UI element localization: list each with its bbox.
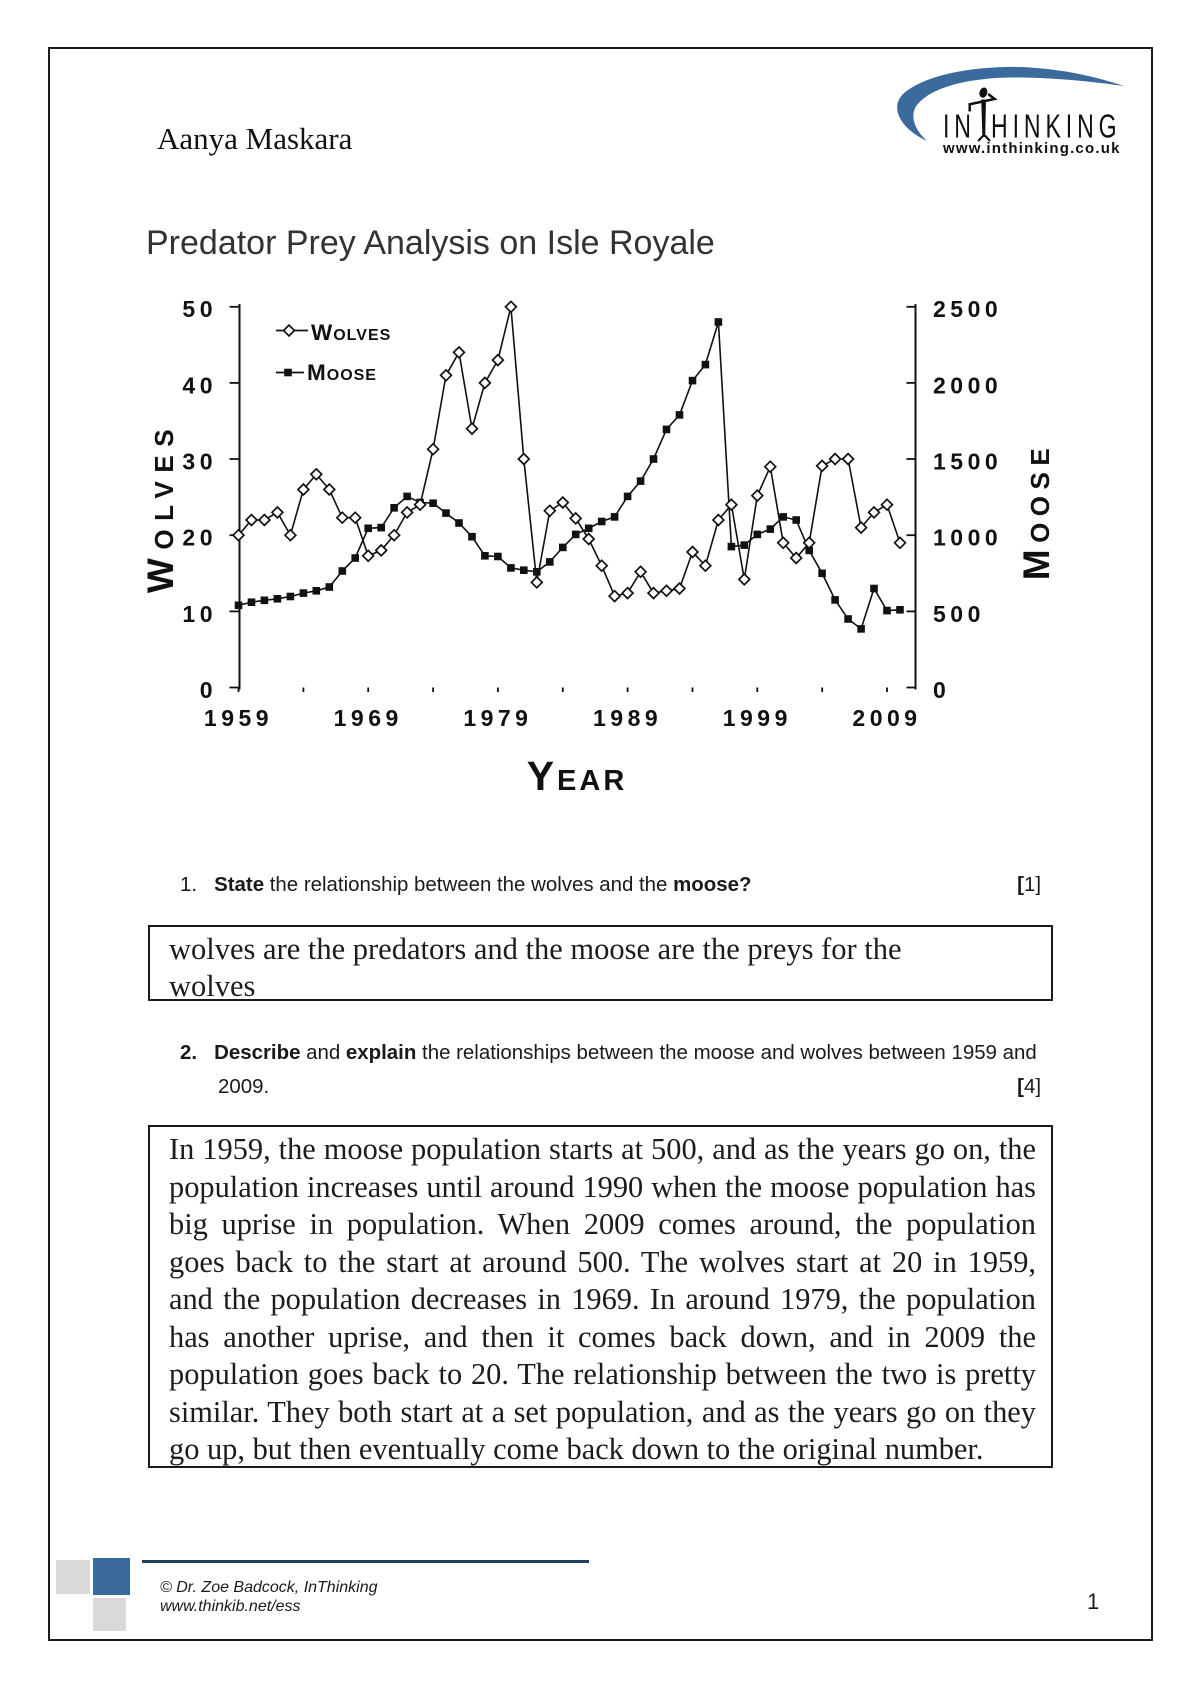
- svg-text:30: 30: [182, 449, 217, 475]
- svg-text:1989: 1989: [593, 705, 662, 731]
- svg-text:500: 500: [933, 601, 985, 627]
- svg-text:Moose: Moose: [1016, 442, 1057, 580]
- svg-text:HINKING: HINKING: [991, 109, 1122, 146]
- svg-text:40: 40: [182, 372, 217, 398]
- svg-text:20: 20: [182, 525, 217, 551]
- svg-text:1959: 1959: [204, 705, 273, 731]
- svg-text:2009: 2009: [852, 705, 921, 731]
- svg-text:2000: 2000: [933, 372, 1002, 398]
- svg-text:50: 50: [182, 296, 217, 322]
- svg-text:Wolves: Wolves: [311, 320, 391, 345]
- svg-text:Year: Year: [527, 753, 628, 799]
- svg-text:1000: 1000: [933, 525, 1002, 551]
- svg-text:2500: 2500: [933, 296, 1002, 322]
- svg-text:1500: 1500: [933, 449, 1002, 475]
- svg-text:Wolves: Wolves: [140, 421, 181, 593]
- svg-text:0: 0: [933, 677, 950, 703]
- svg-text:1999: 1999: [723, 705, 792, 731]
- svg-text:1979: 1979: [463, 705, 532, 731]
- svg-text:10: 10: [182, 601, 217, 627]
- svg-text:www.inthinking.co.uk: www.inthinking.co.uk: [942, 140, 1121, 157]
- svg-text:1969: 1969: [334, 705, 403, 731]
- svg-text:IN: IN: [943, 109, 976, 146]
- svg-text:Moose: Moose: [307, 360, 377, 385]
- svg-text:0: 0: [200, 677, 217, 703]
